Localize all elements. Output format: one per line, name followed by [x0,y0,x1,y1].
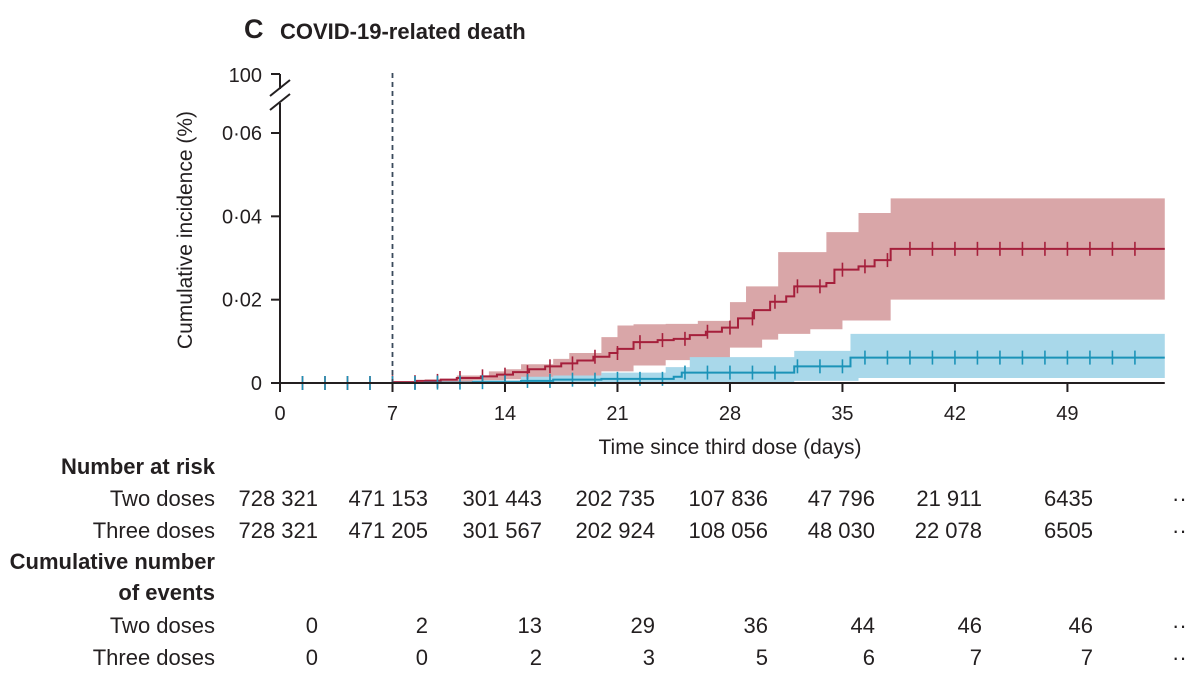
more-indicator: ·· [1172,613,1187,638]
row-label: of events [118,580,215,605]
table-cell: 6505 [1044,518,1093,543]
table-cell: 7 [1080,645,1093,670]
panel-letter: C [244,14,264,44]
x-tick-label: 42 [944,403,966,425]
table-cell: 107 836 [688,486,768,511]
ci-band-series-2 [280,333,1165,383]
table-cell: 202 924 [575,518,655,543]
table-cell: 13 [517,613,542,638]
row-label: Two doses [109,613,215,638]
y-break-tick-label: 100 [229,65,262,87]
table-cell: 2 [415,613,428,638]
x-tick-label: 0 [274,403,285,425]
table-cell: 22 078 [914,518,982,543]
x-tick-label: 7 [387,403,398,425]
table-cell: 0 [305,613,318,638]
y-tick-label: 0·06 [222,123,262,145]
table-cell: 471 153 [348,486,428,511]
x-tick-label: 21 [606,403,628,425]
chart-title: COVID-19-related death [280,19,526,44]
events-row: Two doses 0 2 13 29 36 44 46 46 ·· [0,613,1200,645]
row-label: Number at risk [60,454,215,479]
table-cell: 21 911 [916,486,982,511]
x-tick-label: 28 [719,403,741,425]
table-cell: 6 [862,645,875,670]
y-axis-title: Cumulative incidence (%) [174,111,197,349]
x-axis-title: Time since third dose (days) [599,436,862,459]
heading-cumulative-events-2: of events [0,580,1200,612]
y-tick-label: 0·02 [222,290,262,312]
table-cell: 0 [305,645,318,670]
table-cell: 7 [969,645,982,670]
at-risk-row: Two doses 728 321 471 153 301 443 202 735 107… [0,486,1200,518]
x-tick-label: 14 [494,403,516,425]
table-cell: 301 567 [462,518,542,543]
table-cell: 202 735 [575,486,655,511]
table-cell: 108 056 [688,518,768,543]
axis-break-mark [269,93,291,111]
heading-number-at-risk: Number at risk [0,454,1200,486]
row-label: Three doses [92,645,215,670]
table-cell: 3 [642,645,655,670]
events-row: Three doses 0 0 2 3 5 6 7 7 ·· [0,645,1200,677]
table-cell: 47 796 [807,486,875,511]
y-tick-label: 0 [251,373,262,395]
ci-band-series-1 [280,198,1165,383]
at-risk-row: Three doses 728 321 471 205 301 567 202 924 1… [0,518,1200,550]
x-tick-label: 35 [831,403,853,425]
row-label: Three doses [92,518,215,543]
table-cell: 728 321 [238,486,318,511]
table-cell: 29 [630,613,655,638]
table-cell: 471 205 [348,518,428,543]
table-cell: 301 443 [462,486,542,511]
step-line-series-1 [280,247,1165,384]
table-cell: 728 321 [238,518,318,543]
x-tick-label: 49 [1056,403,1078,425]
table-cell: 44 [850,613,875,638]
cumulative-incidence-chart: 100 0 0·02 0·04 0·06 0 7 14 21 28 35 42 49 Time since… [174,65,1165,459]
table-cell: 46 [957,613,982,638]
row-label: Cumulative number [9,549,215,574]
table-cell: 48 030 [807,518,875,543]
table-cell: 5 [755,645,768,670]
more-indicator: ·· [1172,518,1187,543]
axis-break-mark [269,79,291,97]
table-cell: 2 [529,645,542,670]
y-tick-label: 0·04 [222,206,262,228]
table-cell: 6435 [1044,486,1093,511]
table-cell: 0 [415,645,428,670]
heading-cumulative-events: Cumulative number [0,549,1200,581]
table-cell: 36 [743,613,768,638]
table-cell: 46 [1068,613,1093,638]
row-label: Two doses [109,486,215,511]
more-indicator: ·· [1172,645,1187,670]
more-indicator: ·· [1172,486,1187,511]
